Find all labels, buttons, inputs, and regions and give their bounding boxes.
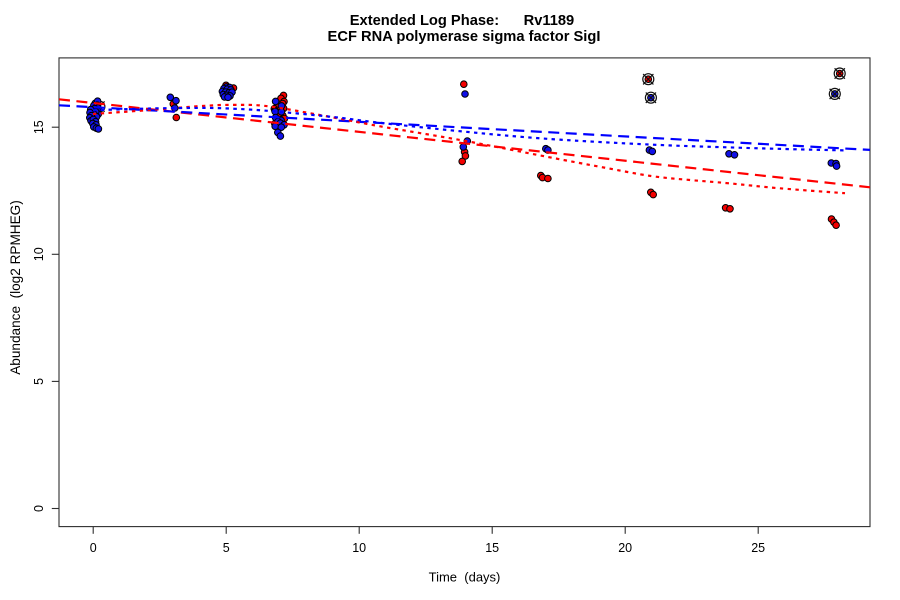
svg-text:20: 20	[618, 541, 632, 555]
svg-text:Time (days): Time (days)	[429, 570, 501, 585]
svg-text:ECF RNA polymerase sigma facto: ECF RNA polymerase sigma factor SigI	[328, 29, 601, 45]
svg-text:0: 0	[32, 505, 46, 512]
svg-text:0: 0	[90, 541, 97, 555]
svg-text:5: 5	[32, 378, 46, 385]
svg-text:Extended Log Phase: Rv118: Extended Log Phase: Rv1189	[350, 13, 574, 29]
svg-text:15: 15	[32, 120, 46, 134]
svg-text:5: 5	[223, 541, 230, 555]
svg-text:Abundance (log2 RPMHEG): Abundance (log2 RPMHEG)	[8, 200, 23, 375]
svg-text:10: 10	[352, 541, 366, 555]
svg-text:10: 10	[32, 247, 46, 261]
svg-text:15: 15	[485, 541, 499, 555]
svg-text:25: 25	[751, 541, 765, 555]
